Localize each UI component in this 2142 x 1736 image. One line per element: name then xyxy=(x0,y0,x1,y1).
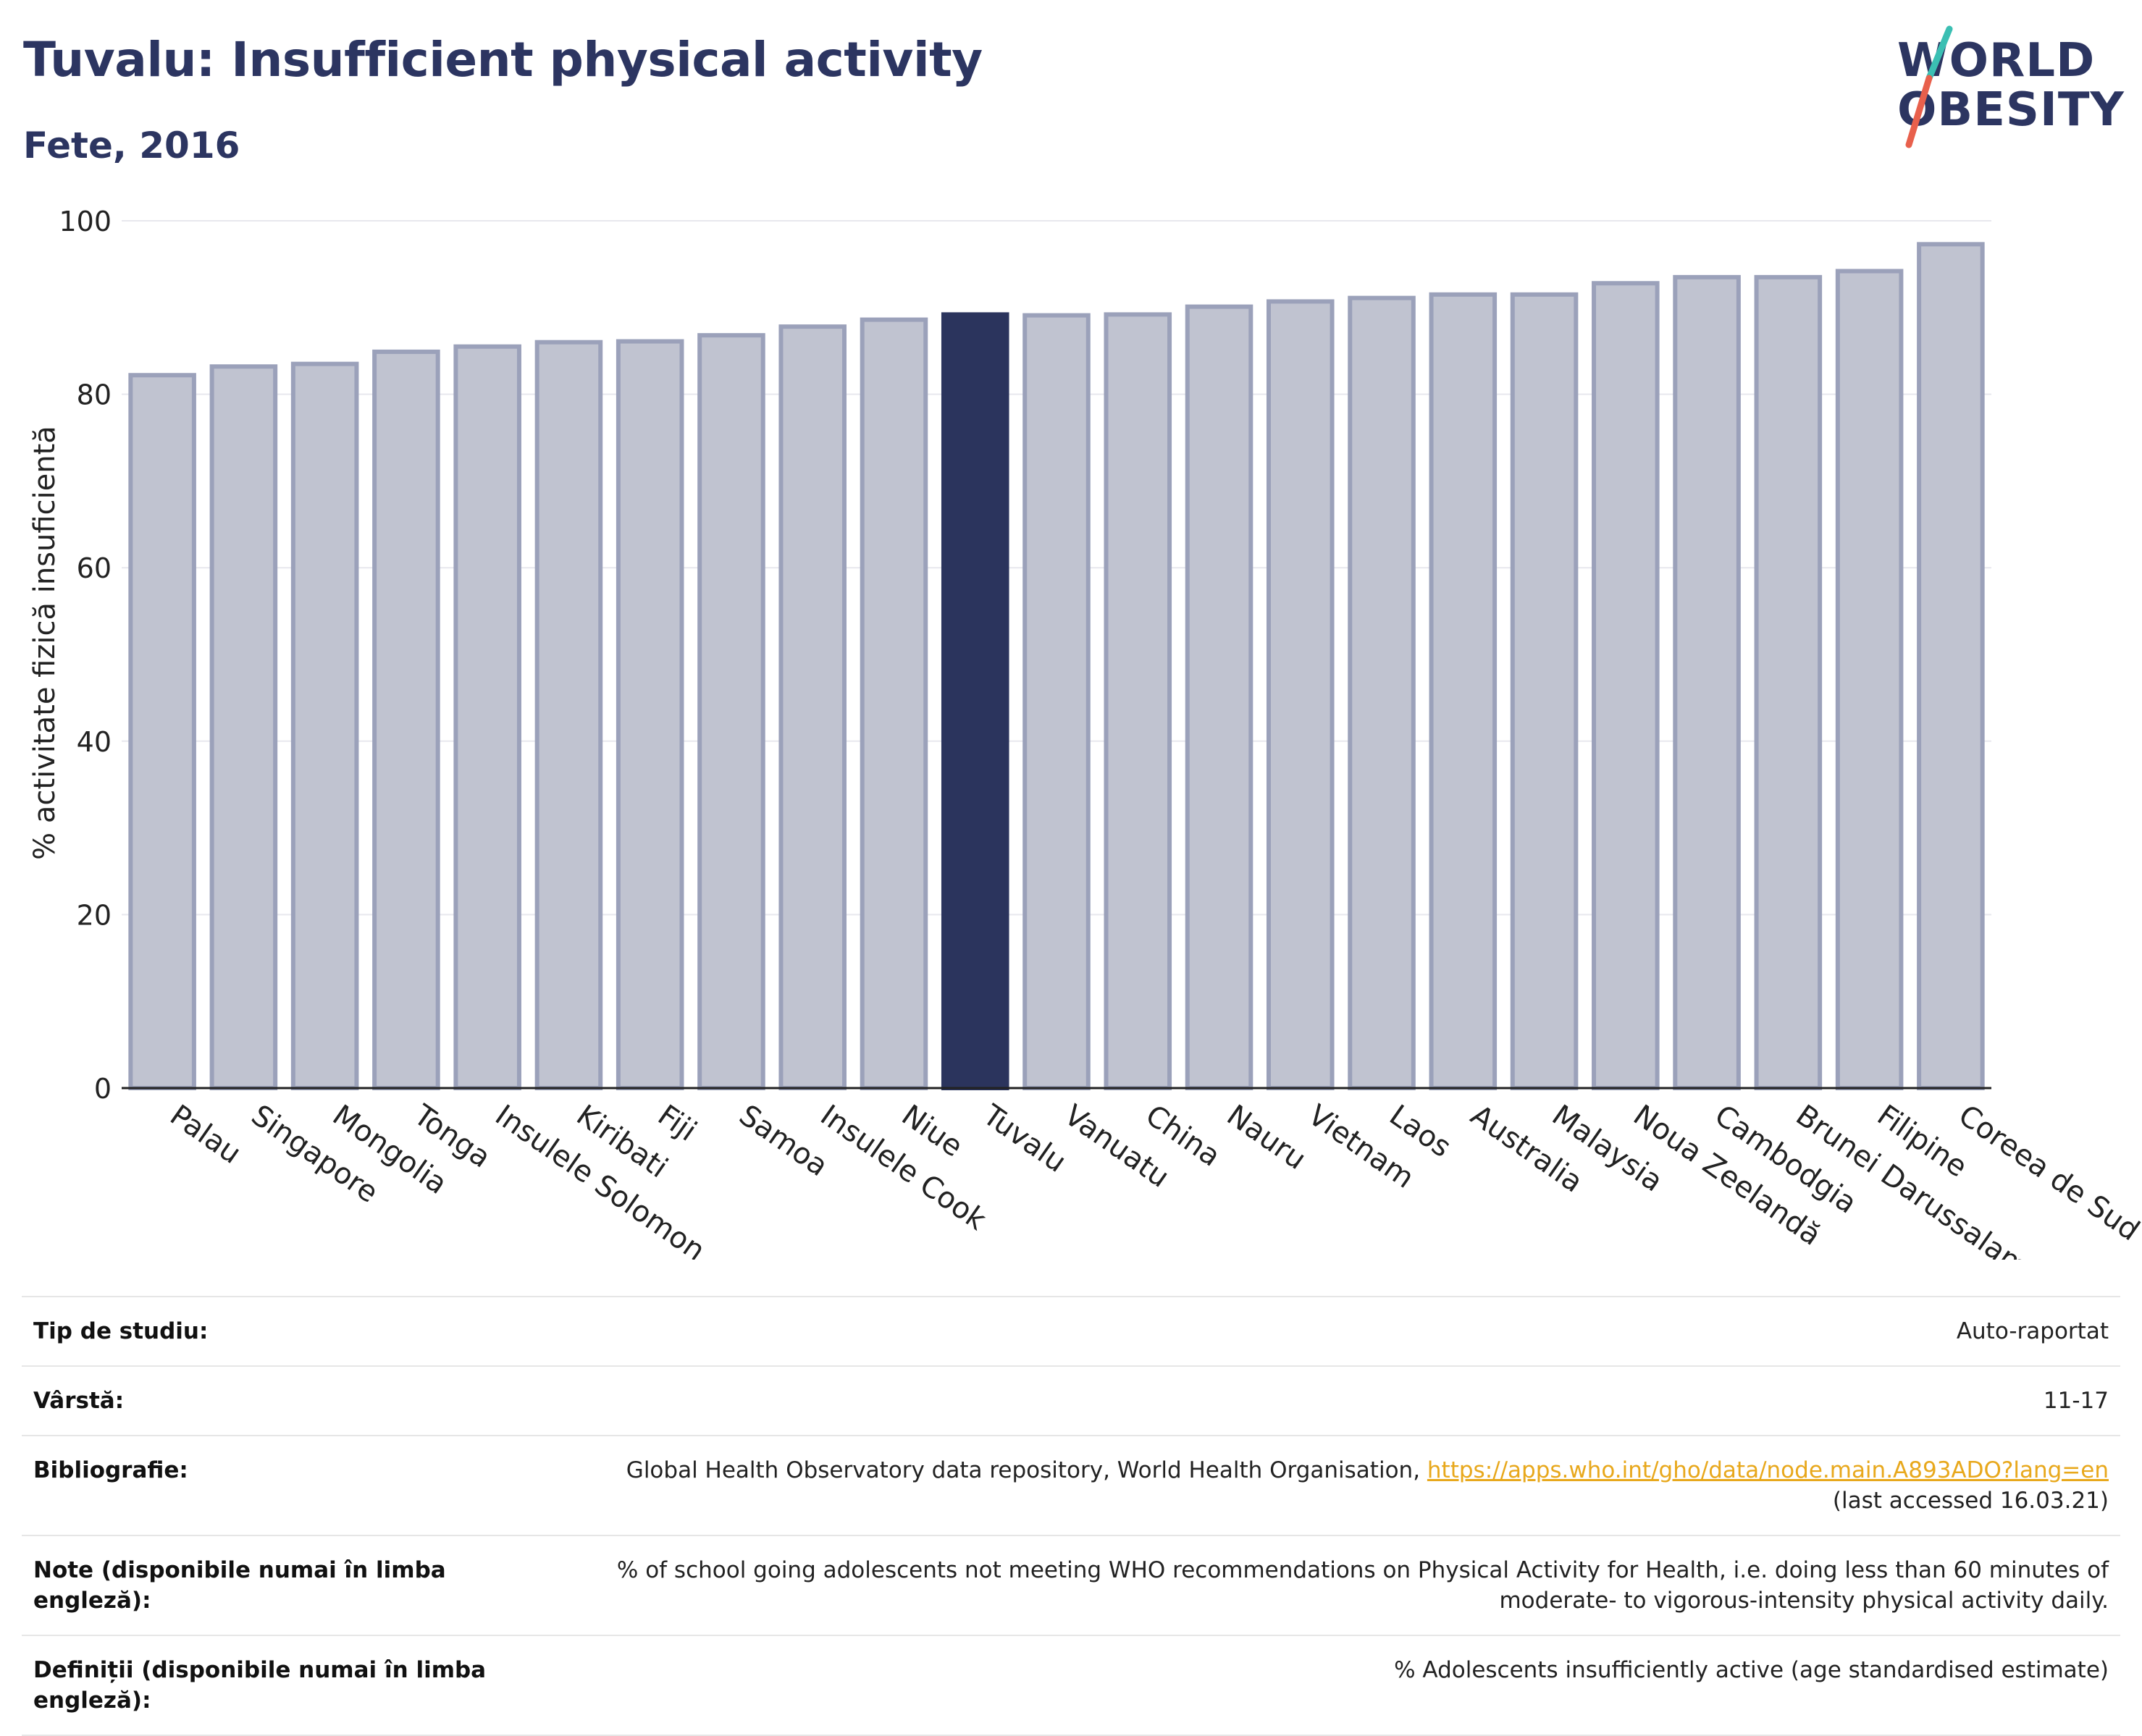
info-row-definitions: Definiții (disponibile numai în limba en… xyxy=(22,1635,2120,1736)
bar xyxy=(534,340,603,1091)
bar xyxy=(1185,304,1253,1090)
x-tick-label: Palau xyxy=(164,1099,247,1171)
bar xyxy=(697,333,765,1091)
chart-title: Tuvalu: Insufficient physical activity xyxy=(23,32,983,88)
bar xyxy=(1592,281,1660,1091)
info-key: Bibliografie: xyxy=(22,1435,566,1536)
bar xyxy=(860,317,928,1090)
world-obesity-logo: WORLD OBESITY xyxy=(1897,22,2129,152)
x-tick-label: Fiji xyxy=(652,1099,702,1148)
y-tick-label: 40 xyxy=(77,726,112,758)
info-value: Global Health Observatory data repositor… xyxy=(566,1435,2120,1536)
bar xyxy=(1429,292,1498,1091)
bar xyxy=(1348,295,1416,1091)
bar xyxy=(1267,299,1335,1091)
bar xyxy=(1510,292,1579,1091)
info-value: 11-17 xyxy=(566,1365,2120,1436)
y-tick-label: 80 xyxy=(77,379,112,411)
bibliography-text: Global Health Observatory data repositor… xyxy=(626,1457,1427,1483)
bar xyxy=(209,364,278,1091)
logo-slash-icon xyxy=(1905,25,1953,148)
x-tick-label: Tuvalu xyxy=(976,1098,1072,1179)
bar xyxy=(1754,274,1823,1091)
info-key: Definiții (disponibile numai în limba en… xyxy=(22,1635,566,1736)
bar xyxy=(1835,269,1904,1090)
bar xyxy=(453,344,521,1091)
bibliography-accessed: (last accessed 16.03.21) xyxy=(1832,1488,2109,1514)
info-row-study-type: Tip de studiu: Auto-raportat xyxy=(22,1296,2120,1367)
y-tick-label: 0 xyxy=(94,1073,112,1105)
info-value: % of school going adolescents not meetin… xyxy=(566,1535,2120,1636)
bar xyxy=(1104,312,1172,1090)
x-tick-label: Nauru xyxy=(1221,1099,1312,1176)
bibliography-link[interactable]: https://apps.who.int/gho/data/node.main.… xyxy=(1427,1457,2109,1483)
info-row-bibliography: Bibliografie: Global Health Observatory … xyxy=(22,1435,2120,1536)
bar-highlight xyxy=(941,312,1009,1090)
bar xyxy=(778,324,847,1090)
y-tick-label: 60 xyxy=(77,552,112,584)
info-table: Tip de studiu: Auto-raportat Vârstă: 11-… xyxy=(22,1296,2120,1736)
info-row-age: Vârstă: 11-17 xyxy=(22,1365,2120,1436)
bar xyxy=(1917,242,1985,1091)
chart-subtitle: Fete, 2016 xyxy=(23,125,240,167)
info-row-notes: Note (disponibile numai în limba engleză… xyxy=(22,1535,2120,1636)
info-key: Vârstă: xyxy=(22,1365,566,1436)
y-tick-label: 20 xyxy=(77,899,112,931)
info-key: Tip de studiu: xyxy=(22,1296,566,1367)
bar xyxy=(128,373,196,1090)
info-value: Auto-raportat xyxy=(566,1296,2120,1367)
y-tick-label: 100 xyxy=(59,206,112,237)
bar xyxy=(1022,313,1091,1090)
info-key: Note (disponibile numai în limba engleză… xyxy=(22,1535,566,1636)
logo-text-obesity: OBESITY xyxy=(1897,83,2125,137)
info-value: % Adolescents insufficiently active (age… xyxy=(566,1635,2120,1736)
bar xyxy=(290,361,359,1091)
x-tick-label: Samoa xyxy=(733,1099,833,1184)
bar xyxy=(1673,274,1741,1091)
bar xyxy=(372,349,440,1090)
bar-chart: 020406080100PalauSingaporeMongoliaTongaI… xyxy=(59,206,2142,1260)
bar xyxy=(616,339,684,1091)
